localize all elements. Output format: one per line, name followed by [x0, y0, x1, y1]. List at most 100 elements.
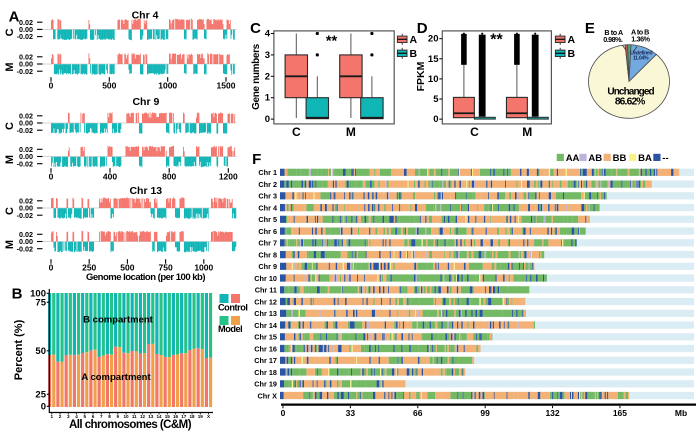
- svg-text:1.36%: 1.36%: [631, 35, 650, 44]
- svg-text:3: 3: [67, 414, 70, 419]
- svg-text:11.04%: 11.04%: [633, 55, 649, 61]
- svg-text:0: 0: [49, 81, 54, 91]
- svg-text:500: 500: [102, 81, 116, 91]
- svg-text:Chr 14: Chr 14: [254, 321, 278, 330]
- svg-text:Chr 5: Chr 5: [258, 215, 277, 224]
- svg-text:Chr 4: Chr 4: [258, 203, 278, 212]
- svg-text:0.00: 0.00: [19, 25, 33, 34]
- svg-text:Chr 17: Chr 17: [254, 356, 277, 365]
- svg-text:C: C: [4, 122, 16, 130]
- svg-text:5: 5: [84, 414, 87, 419]
- svg-text:F: F: [252, 151, 261, 168]
- svg-text:1: 1: [51, 414, 54, 419]
- svg-text:11: 11: [132, 414, 137, 419]
- svg-text:C: C: [4, 207, 16, 215]
- svg-text:Chr 9: Chr 9: [132, 96, 159, 108]
- svg-text:86.62%: 86.62%: [615, 97, 645, 108]
- svg-text:Chr 19: Chr 19: [254, 380, 277, 389]
- svg-text:--: --: [662, 153, 668, 164]
- svg-text:B: B: [410, 48, 418, 60]
- svg-text:-0.02: -0.02: [17, 159, 33, 168]
- svg-text:75: 75: [35, 298, 46, 309]
- svg-text:Chr 4: Chr 4: [132, 10, 159, 22]
- svg-text:Chr 8: Chr 8: [258, 250, 277, 259]
- svg-text:99: 99: [480, 408, 490, 418]
- svg-text:0.00: 0.00: [19, 237, 33, 246]
- svg-text:16: 16: [173, 414, 179, 419]
- svg-text:Control: Control: [218, 303, 248, 313]
- svg-text:0: 0: [49, 263, 54, 273]
- svg-text:Chr 12: Chr 12: [254, 297, 277, 306]
- svg-text:0: 0: [49, 172, 54, 182]
- svg-text:C: C: [250, 20, 261, 37]
- svg-text:-0.02: -0.02: [17, 211, 33, 220]
- svg-text:8: 8: [108, 414, 111, 419]
- svg-text:-0.02: -0.02: [17, 32, 33, 41]
- svg-text:Chr X: Chr X: [258, 391, 278, 400]
- svg-text:12: 12: [140, 414, 146, 419]
- svg-text:Percent (%): Percent (%): [13, 319, 25, 380]
- svg-text:B compartment: B compartment: [83, 315, 154, 326]
- svg-text:7: 7: [100, 414, 103, 419]
- svg-text:0.00: 0.00: [19, 119, 33, 128]
- svg-text:-0.02: -0.02: [17, 126, 33, 135]
- svg-text:250: 250: [82, 263, 96, 273]
- svg-text:A: A: [410, 34, 418, 46]
- svg-text:750: 750: [159, 263, 173, 273]
- svg-text:0.02: 0.02: [19, 18, 33, 27]
- svg-text:M: M: [4, 155, 16, 164]
- svg-text:6: 6: [92, 414, 95, 419]
- svg-text:Chr 13: Chr 13: [129, 185, 162, 197]
- svg-text:All chromosomes (C&M): All chromosomes (C&M): [69, 419, 192, 431]
- svg-text:0.02: 0.02: [19, 196, 33, 205]
- svg-text:0.00: 0.00: [19, 60, 33, 69]
- svg-text:2: 2: [265, 71, 270, 82]
- svg-text:0: 0: [265, 114, 270, 125]
- svg-text:B: B: [12, 285, 23, 302]
- svg-text:Gene numbers: Gene numbers: [251, 43, 262, 110]
- svg-text:-0.02: -0.02: [17, 67, 33, 76]
- svg-text:E: E: [585, 20, 595, 37]
- svg-text:20: 20: [428, 34, 439, 45]
- svg-text:5: 5: [433, 94, 439, 105]
- svg-text:A to B: A to B: [631, 28, 649, 37]
- svg-text:A: A: [568, 34, 576, 46]
- svg-text:C: C: [4, 28, 16, 36]
- svg-text:B: B: [568, 48, 576, 60]
- svg-text:Chr 10: Chr 10: [254, 274, 277, 283]
- svg-text:A compartment: A compartment: [81, 372, 151, 383]
- svg-text:M: M: [346, 125, 356, 139]
- svg-text:1000: 1000: [194, 263, 213, 273]
- svg-text:0: 0: [41, 402, 46, 413]
- svg-text:19: 19: [198, 414, 204, 419]
- svg-text:Chr 2: Chr 2: [258, 180, 277, 189]
- svg-text:100: 100: [30, 289, 46, 300]
- svg-text:Genome location (per 100 kb): Genome location (per 100 kb): [86, 272, 205, 283]
- svg-text:50: 50: [35, 346, 46, 357]
- svg-text:9: 9: [117, 414, 120, 419]
- svg-text:500: 500: [120, 263, 134, 273]
- svg-text:Chr 9: Chr 9: [258, 262, 277, 271]
- svg-text:132: 132: [545, 408, 559, 418]
- svg-text:800: 800: [162, 172, 176, 182]
- svg-text:Chr 16: Chr 16: [254, 344, 277, 353]
- svg-text:BB: BB: [613, 153, 627, 164]
- svg-text:165: 165: [613, 408, 627, 418]
- svg-text:4: 4: [75, 414, 78, 419]
- svg-text:M: M: [522, 125, 532, 139]
- svg-text:13: 13: [148, 414, 154, 419]
- svg-text:1: 1: [265, 93, 271, 104]
- svg-text:400: 400: [103, 172, 117, 182]
- svg-text:0.02: 0.02: [19, 230, 33, 239]
- svg-text:Chr 7: Chr 7: [258, 239, 277, 248]
- svg-text:C: C: [470, 125, 479, 139]
- svg-text:14: 14: [156, 414, 162, 419]
- svg-text:AA: AA: [566, 153, 580, 164]
- svg-text:17: 17: [181, 414, 187, 419]
- svg-text:BA: BA: [638, 153, 652, 164]
- svg-text:18: 18: [189, 414, 195, 419]
- svg-text:Chr 3: Chr 3: [258, 192, 277, 201]
- svg-text:**: **: [326, 34, 338, 50]
- svg-text:0.00: 0.00: [19, 152, 33, 161]
- svg-text:15: 15: [165, 414, 171, 419]
